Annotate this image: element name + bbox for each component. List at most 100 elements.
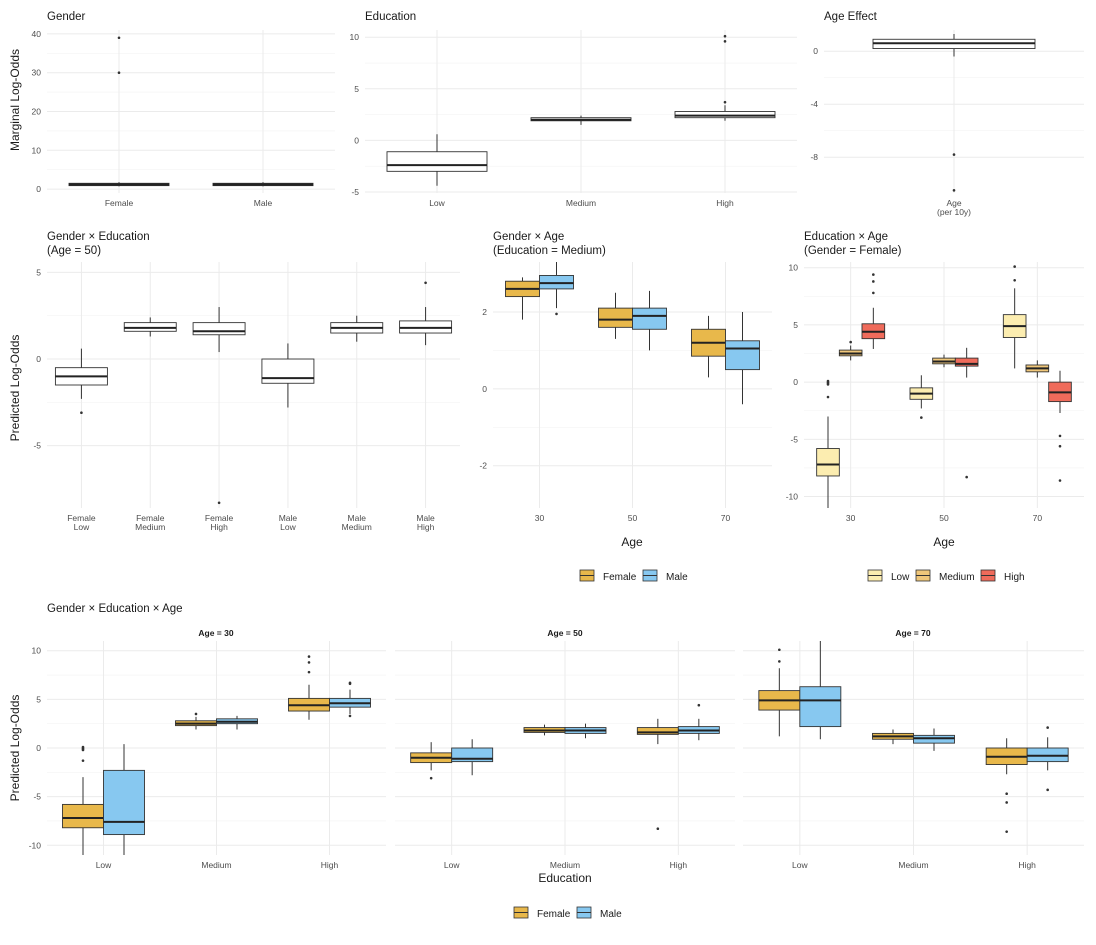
outlier-point (424, 281, 427, 285)
y-tick-label: 10 (350, 32, 360, 42)
y-tick-label: 5 (36, 267, 41, 277)
xlabel-gender-age: Age (621, 535, 643, 549)
panel-subtitle-gender-education: (Age = 50) (47, 245, 101, 257)
legend-education-age: Low Medium High (867, 569, 1025, 583)
outlier-point (117, 36, 121, 40)
box (261, 358, 315, 384)
outlier-point (826, 381, 830, 385)
outlier-point (80, 411, 83, 415)
y-tick-label: 0 (482, 384, 487, 394)
outlier-point (1005, 830, 1008, 833)
x-tick-label: Low (792, 860, 808, 870)
outlier-point (1058, 479, 1062, 482)
high-male-box (1026, 726, 1069, 792)
ylabel-gender-education: Predicted Log-Odds (8, 335, 22, 442)
x-tick-label: Male Low (279, 513, 298, 532)
outlier-point (952, 189, 956, 192)
30-low-box (816, 379, 840, 508)
y-tick-label: -5 (33, 792, 41, 802)
outlier-point (429, 776, 433, 780)
y-tick-label: -2 (479, 461, 487, 471)
x-tick-label: 50 (939, 513, 949, 523)
high-female-box (636, 718, 679, 831)
x-tick-label: Female (105, 198, 134, 208)
outlier-point (194, 712, 198, 716)
x-tick-label: 50 (628, 513, 638, 523)
outlier-point (697, 703, 701, 707)
panel-title-gender: Gender (47, 11, 86, 23)
outlier-point (348, 681, 352, 685)
legend-label-female: Female (603, 572, 637, 583)
box (674, 111, 776, 119)
y-tick-label: 10 (789, 263, 799, 273)
x-tick-label: Low (429, 198, 445, 208)
70-male-box (725, 311, 760, 405)
legend-label-female: Female (537, 909, 571, 920)
box (816, 448, 840, 477)
outlier-point (1013, 265, 1016, 268)
medium-female-box (872, 729, 914, 745)
category-0-box (54, 348, 108, 415)
y-tick-label: 0 (793, 377, 798, 387)
panel-title-gender-age: Gender × Age (493, 231, 564, 243)
panel-subtitle-gender-age: (Education = Medium) (493, 245, 606, 257)
x-tick-label: High (1018, 860, 1036, 870)
50-low-box (909, 375, 934, 419)
30-male-box (539, 262, 574, 316)
outlier-point (849, 340, 852, 344)
ylabel-gender-education-age: Predicted Log-Odds (8, 695, 22, 802)
y-tick-label: -8 (810, 152, 818, 162)
y-tick-label: 0 (36, 184, 41, 194)
y-tick-label: 0 (36, 743, 41, 753)
70-high-box (1048, 370, 1072, 482)
x-tick-label: Medium (550, 860, 580, 870)
outlier-point (920, 416, 923, 419)
50-medium-box (932, 354, 956, 368)
outlier-point (1046, 788, 1049, 792)
low-male-box (799, 641, 842, 740)
x-tick-label: Medium (566, 198, 596, 208)
outlier-point (826, 379, 830, 383)
category-3-box (261, 343, 315, 408)
70-female-box (691, 315, 726, 378)
x-tick-label: Male Medium (342, 513, 372, 532)
x-tick-label: Female Medium (135, 513, 165, 532)
low-male-box (103, 744, 145, 855)
category-0-box (386, 134, 488, 186)
x-tick-label: 70 (721, 513, 731, 523)
outlier-point (723, 40, 727, 43)
outlier-point (81, 759, 85, 762)
x-tick-label: High (321, 860, 339, 870)
high-male-box (329, 681, 371, 718)
y-tick-label: 5 (793, 320, 798, 330)
x-tick-label: 30 (535, 513, 545, 523)
legend-label-high: High (1004, 572, 1025, 583)
y-tick-label: -10 (786, 492, 799, 502)
x-tick-label: Low (96, 860, 112, 870)
y-tick-label: 40 (32, 29, 42, 39)
70-medium-box (1025, 360, 1050, 378)
legend-label-low: Low (891, 572, 910, 583)
box (632, 307, 667, 330)
outlier-point (307, 661, 311, 664)
low-female-box (758, 648, 801, 737)
low-male-box (451, 739, 494, 776)
box (725, 340, 760, 371)
30-medium-box (838, 340, 863, 361)
y-tick-label: -4 (810, 99, 818, 109)
30-female-box (505, 277, 540, 320)
y-tick-label: 10 (32, 145, 42, 155)
high-female-box (985, 738, 1028, 833)
outlier-point (656, 827, 660, 831)
box (386, 151, 488, 172)
y-tick-label: 0 (354, 135, 359, 145)
outlier-point (1058, 434, 1062, 438)
xlabel-education-age: Age (933, 535, 955, 549)
medium-male-box (913, 728, 955, 751)
box (62, 803, 104, 829)
y-tick-label: 0 (813, 46, 818, 56)
outlier-point (952, 153, 956, 156)
high-male-box (677, 703, 720, 741)
